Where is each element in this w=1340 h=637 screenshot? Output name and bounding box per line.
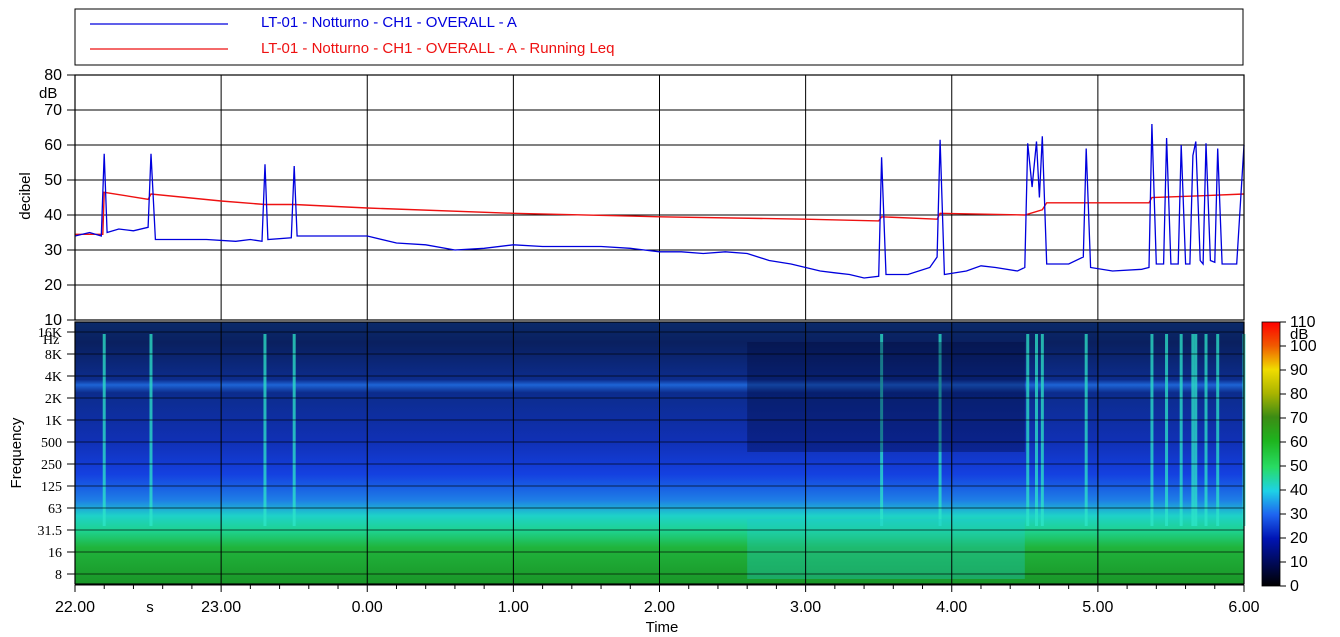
time-tick-label: 6.00 [1228,599,1259,616]
colorbar-tick-label: 80 [1290,386,1308,403]
level-plot: 10 20 30 40 50 60 70 80 dB decibel [17,67,1245,329]
colorbar-tick-label: 20 [1290,530,1308,547]
time-tick-label: 3.00 [790,599,821,616]
freq-tick-label: 500 [41,436,62,451]
event-streak [1026,334,1030,526]
time-tick-label: 0.00 [352,599,383,616]
colorbar-tick-label: 0 [1290,578,1299,595]
legend-box [74,8,1244,66]
colorbar-ticks: 0 10 20 30 40 50 60 70 80 90 100 110 [1280,314,1317,595]
colorbar-gradient [1261,321,1281,587]
legend: LT-01 - Notturno - CH1 - OVERALL - A LT-… [74,8,1244,66]
time-x-unit: s [146,599,154,616]
event-streak [1035,334,1039,526]
freq-tick-label: 63 [48,502,62,517]
event-streak [1084,334,1088,526]
colorbar-tick-label: 50 [1290,458,1308,475]
colorbar-tick-label: 40 [1290,482,1308,499]
time-tick-label: 1.00 [498,599,529,616]
freq-tick-label: 125 [41,480,62,495]
event-streak [880,334,884,526]
colorbar-tick-label: 10 [1290,554,1308,571]
spectrogram-event-streaks [102,334,1246,579]
colorbar-tick-label: 90 [1290,362,1308,379]
level-y-axis-label: decibel [17,172,34,220]
level-y-unit: dB [39,85,57,102]
event-streak [1179,334,1183,526]
colorbar-tick-label: 70 [1290,410,1308,427]
series-line-running-leq [75,191,1245,236]
freq-tick-label: 1K [45,414,62,429]
freq-tick-label: 2K [45,392,62,407]
event-streak [1150,334,1154,526]
level-y-tick-label: 20 [44,277,62,294]
series-line-overall [74,123,1245,279]
level-plot-frame [74,74,1245,321]
event-streak [1204,334,1208,526]
event-streak [263,334,267,526]
event-streak [1216,334,1220,526]
quiet-band-low [747,519,1025,579]
freq-tick-label: 16 [48,546,62,561]
level-y-tick-label: 50 [44,172,62,189]
event-streak [292,334,296,526]
level-y-tick-label: 80 [44,67,62,84]
frequency-axis-label: Frequency [8,417,25,488]
time-axis-label: Time [646,619,679,636]
freq-tick-label: 16K [38,326,62,341]
colorbar-tick-label: 110 [1290,314,1316,331]
time-axis: s Time 22.00 23.00 0.00 1.00 2.00 3.00 4.00 5.0… [55,584,1260,636]
freq-tick-label: 8 [55,568,62,583]
level-y-tick-label: 60 [44,137,62,154]
level-y-tick-label: 10 [44,312,62,329]
colorbar-tick-label: 30 [1290,506,1308,523]
frequency-ticks: 16K 8K 4K 2K 1K 500 250 125 63 31.5 16 8 [38,326,75,583]
level-y-ticks: 10 20 30 40 50 60 70 80 [44,67,75,329]
event-streak [1040,334,1044,526]
level-y-tick-label: 30 [44,242,62,259]
freq-tick-label: 250 [41,458,62,473]
legend-label-overall: LT-01 - Notturno - CH1 - OVERALL - A [261,14,517,31]
level-y-tick-label: 70 [44,102,62,119]
event-streak [1191,334,1195,526]
spectrogram: 16K 8K 4K 2K 1K 500 250 125 63 31.5 16 8 Hz Frequen… [8,321,1246,585]
time-tick-label: 5.00 [1082,599,1113,616]
event-streak [938,334,942,526]
spectrogram-frame [74,321,1245,585]
level-y-tick-label: 40 [44,207,62,224]
colorbar-unit: dB [1290,326,1308,343]
time-tick-label: 22.00 [55,599,95,616]
event-streak [149,334,153,526]
colorbar: 0 10 20 30 40 50 60 70 80 90 100 110 dB [1261,314,1317,595]
time-tick-label: 23.00 [201,599,241,616]
event-streak [1194,334,1198,526]
frequency-y-unit: Hz [43,333,59,348]
freq-tick-label: 8K [45,348,62,363]
legend-label-running-leq: LT-01 - Notturno - CH1 - OVERALL - A - R… [261,40,615,57]
colorbar-tick-label: 60 [1290,434,1308,451]
time-tick-label: 4.00 [936,599,967,616]
colorbar-tick-label: 100 [1290,338,1317,355]
freq-tick-label: 31.5 [38,524,63,539]
freq-tick-label: 4K [45,370,62,385]
quiet-band [747,342,1025,452]
event-streak [102,334,106,526]
time-tick-label: 2.00 [644,599,675,616]
event-streak [1165,334,1169,526]
